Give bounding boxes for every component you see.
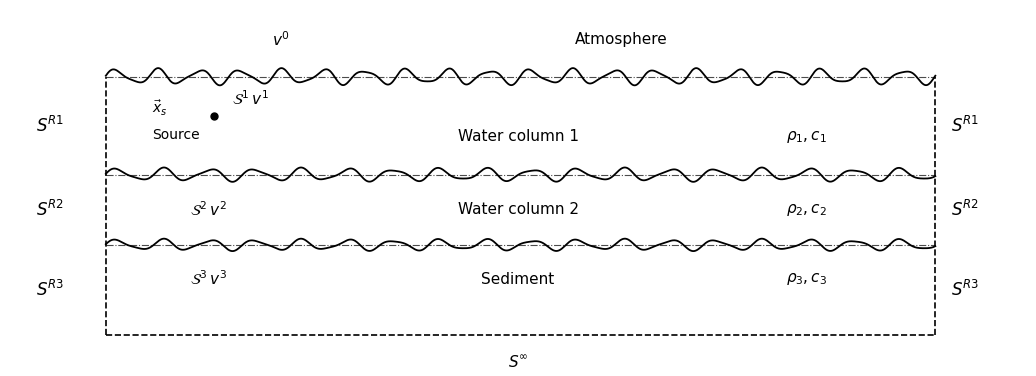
Text: $\rho_2,c_2$: $\rho_2,c_2$ <box>786 202 827 218</box>
Text: $S^{R3}$: $S^{R3}$ <box>36 280 64 300</box>
Text: $S^{R2}$: $S^{R2}$ <box>36 200 64 220</box>
Text: $\mathcal{S}^1\,v^1$: $\mathcal{S}^1\,v^1$ <box>232 89 268 108</box>
Text: $\vec{x}_s$: $\vec{x}_s$ <box>152 99 168 118</box>
Text: Sediment: Sediment <box>482 271 554 287</box>
Text: $\rho_1,c_1$: $\rho_1,c_1$ <box>786 129 827 145</box>
Text: $v^0$: $v^0$ <box>272 30 290 49</box>
Text: Water column 2: Water column 2 <box>458 202 578 217</box>
Text: $S^{\infty}$: $S^{\infty}$ <box>508 355 528 371</box>
Text: Water column 1: Water column 1 <box>458 129 578 144</box>
Text: $\mathcal{S}^3\,v^3$: $\mathcal{S}^3\,v^3$ <box>191 270 228 288</box>
Text: Source: Source <box>152 128 200 142</box>
Text: $S^{R3}$: $S^{R3}$ <box>951 280 979 300</box>
Text: $S^{R1}$: $S^{R1}$ <box>36 116 64 136</box>
Text: $\mathcal{S}^2\,v^2$: $\mathcal{S}^2\,v^2$ <box>191 200 227 219</box>
Text: $S^{R1}$: $S^{R1}$ <box>951 116 979 136</box>
Text: $S^{R2}$: $S^{R2}$ <box>951 200 979 220</box>
Text: $\rho_3,c_3$: $\rho_3,c_3$ <box>786 271 827 287</box>
Text: Atmosphere: Atmosphere <box>575 32 667 47</box>
